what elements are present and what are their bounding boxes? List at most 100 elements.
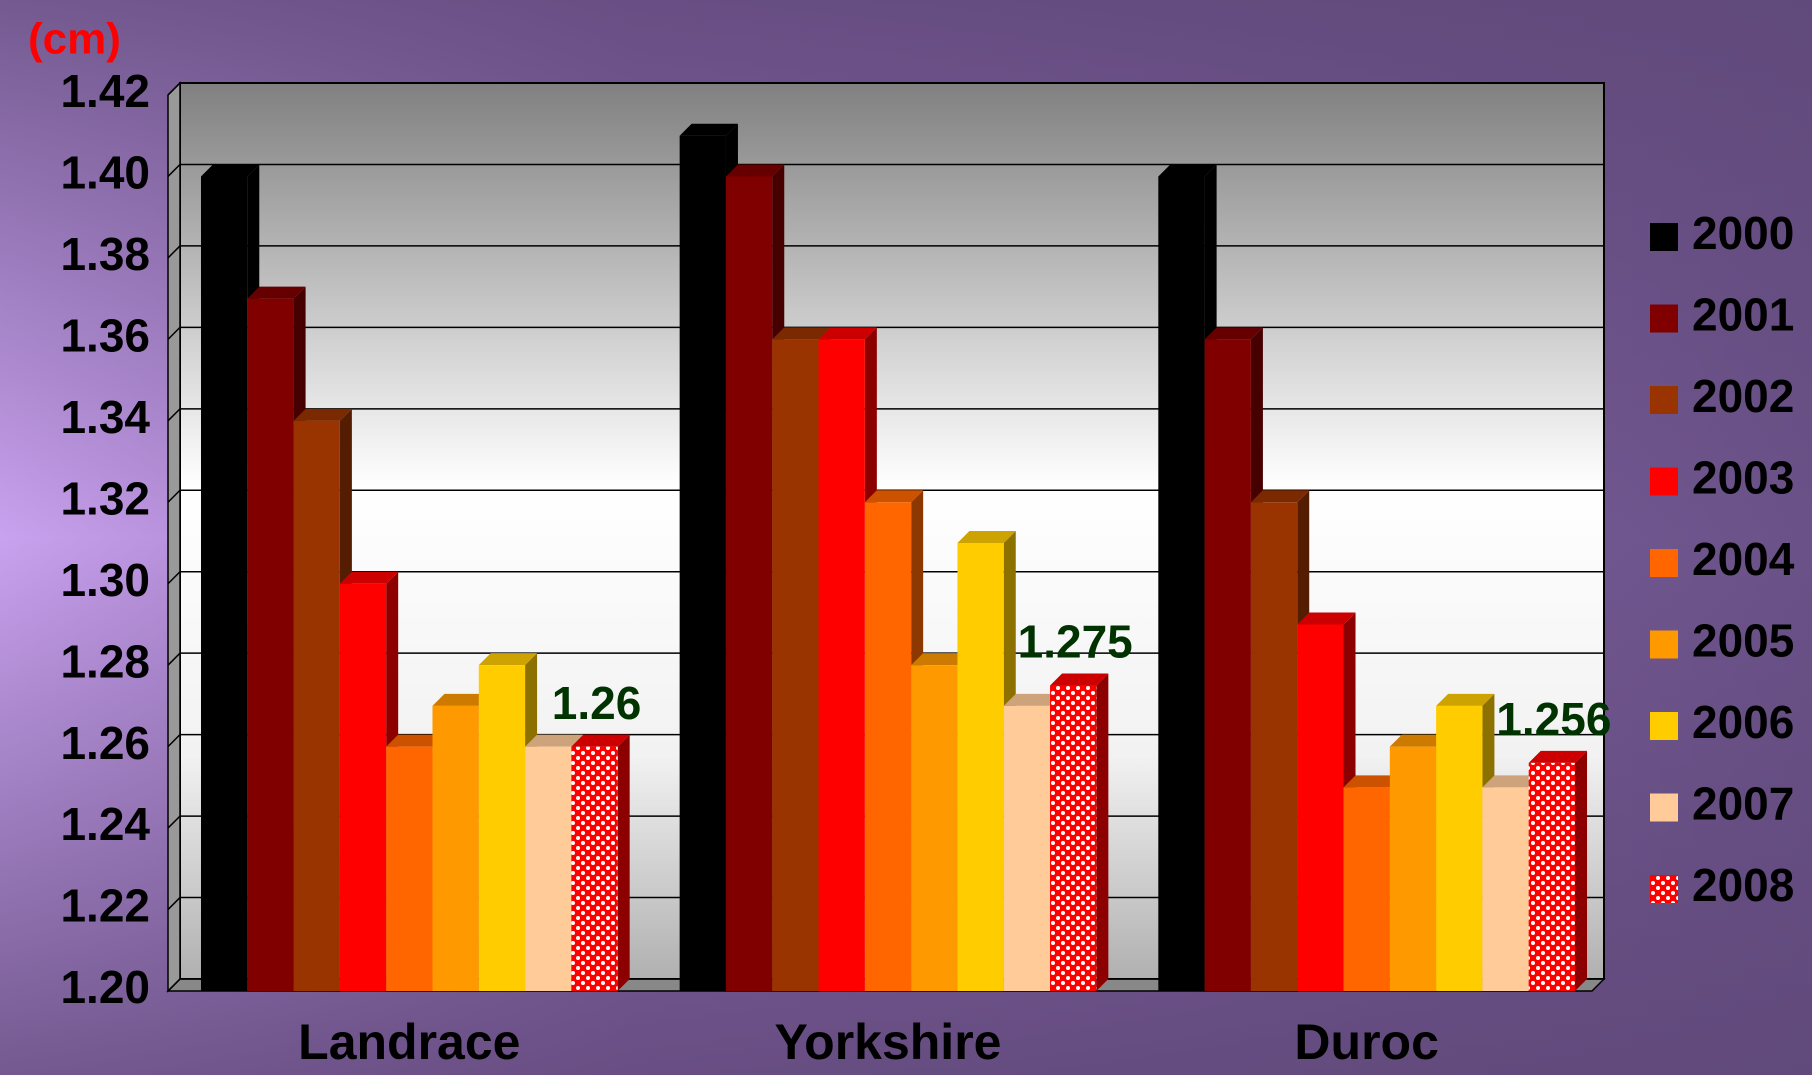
bar [772,339,819,991]
legend-swatch [1650,630,1678,659]
legend-swatch [1650,712,1678,740]
bar [957,543,1004,991]
bar-top [525,734,584,747]
grid-line [167,163,1604,177]
bar-top [1482,775,1541,788]
bar-top [386,734,445,747]
y-tick-label: 1.34 [60,391,150,443]
bar [679,135,726,991]
bar [339,583,387,991]
y-tick-label: 1.38 [60,228,150,280]
y-tick-label: 1.28 [60,635,150,687]
grid-line [167,815,1604,829]
data-label: 1.256 [1496,693,1611,745]
bar [293,420,340,991]
bar-top [1003,693,1063,706]
bar [1158,176,1205,992]
grid-line [167,978,1604,992]
bar-top [1528,750,1588,763]
legend-label: 2004 [1692,533,1795,585]
bar-top [679,123,738,136]
data-label: 1.26 [552,677,642,729]
y-tick-label: 1.40 [60,147,150,199]
grid-line [167,408,1604,422]
bar-top [1204,327,1263,340]
bar [1050,685,1097,991]
legend-swatch [1650,223,1678,251]
y-tick-label: 1.20 [60,961,150,1013]
data-label: 1.275 [1018,616,1133,668]
legend-label: 2005 [1692,615,1794,667]
bar-top [1297,612,1356,625]
bar-top [725,164,785,177]
legend-swatch [1650,386,1678,414]
bar [478,665,526,991]
bar [200,176,248,992]
grid-line [167,652,1604,666]
legend-swatch [1650,467,1678,496]
y-tick-label: 1.36 [60,310,150,362]
legend-label: 2003 [1692,452,1794,504]
legend-swatch [1650,793,1678,822]
bar-top [772,327,831,340]
x-tick-label: Duroc [1294,1014,1438,1070]
y-tick-label: 1.30 [60,554,150,606]
grid-line [167,896,1604,911]
bar [1528,762,1576,991]
bar [1343,787,1390,991]
legend-swatch [1650,549,1678,577]
bar-top [478,653,538,666]
y-tick-label: 1.22 [60,880,150,932]
bar-side [1096,673,1109,991]
bar [1436,705,1483,991]
bar-top [1250,490,1310,503]
legend-label: 2001 [1692,289,1794,341]
legend-swatch [1650,875,1678,903]
bar-side [1575,750,1588,991]
legend-label: 2008 [1692,859,1794,911]
grid-line [167,245,1604,259]
bar-top [200,164,260,177]
bar [1003,705,1051,991]
y-tick-label: 1.32 [60,472,150,524]
bar-top [911,653,970,666]
bar [386,746,433,991]
bar-top [293,408,352,421]
grid-line [167,733,1604,748]
x-tick-label: Yorkshire [775,1014,1002,1070]
grid-line [167,82,1604,96]
grid-line [167,570,1604,585]
bar-top [1436,693,1495,706]
x-tick-label: Landrace [298,1014,520,1070]
bar-top [339,571,399,584]
bar-top [247,286,306,299]
bar [432,705,479,991]
bar-side [617,734,630,991]
bar [1297,624,1344,991]
bar [1204,339,1251,991]
grid-line [167,489,1604,503]
bar [725,176,773,992]
legend-label: 2007 [1692,778,1794,830]
bar-top [1343,775,1402,788]
bar [1250,502,1298,991]
bar [571,746,618,991]
bar [247,298,294,991]
bar [818,339,865,991]
bar [1389,746,1437,991]
y-tick-label: 1.26 [60,717,150,769]
bar-top [957,531,1016,543]
legend-swatch [1650,304,1678,333]
legend-label: 2000 [1692,207,1794,259]
grid-line [167,326,1604,340]
y-tick-label: 1.42 [60,65,150,117]
legend-label: 2002 [1692,370,1794,422]
bar-top [432,693,491,706]
legend-label: 2006 [1692,696,1794,748]
y-axis-label: (cm) [28,15,121,64]
bar-top [1050,673,1109,686]
bar-top [1158,164,1217,177]
bar [525,746,572,991]
bar-top [864,490,924,503]
